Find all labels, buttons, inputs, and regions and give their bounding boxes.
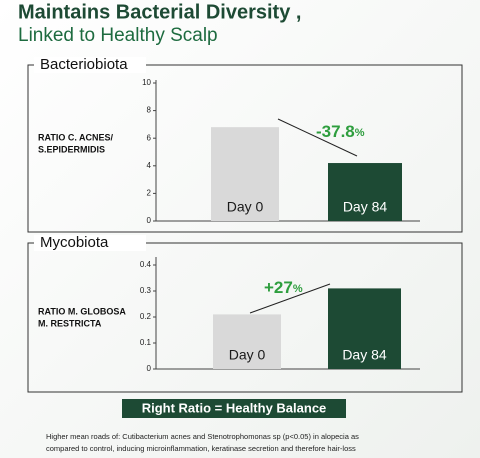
panel-title: Bacteriobiota	[40, 56, 128, 73]
change-unit: %	[355, 127, 365, 139]
change-annotation: -37.8%	[316, 122, 365, 141]
bar	[211, 127, 279, 221]
y-tick-label: 0.1	[140, 338, 152, 347]
y-axis-label: S.EPIDERMIDIS	[38, 144, 105, 154]
y-tick-label: 0	[147, 216, 152, 225]
trend-line	[249, 283, 331, 314]
change-value: -37.8	[316, 122, 355, 141]
panel-title-bg	[34, 235, 146, 251]
bar	[328, 163, 402, 221]
bar	[328, 288, 401, 369]
subtitle: Linked to Healthy Scalp	[18, 25, 218, 46]
change-value: +27	[264, 278, 293, 297]
y-axis-label: M. RESTRICTA	[38, 318, 102, 328]
panel-frame	[27, 64, 463, 233]
y-tick-label: 4	[147, 161, 152, 170]
footnote: Higher mean roads of: Cutibacterium acne…	[46, 432, 359, 441]
footnote: compared to control, inducing microinfla…	[46, 444, 356, 453]
y-tick-label: 0.2	[140, 312, 152, 321]
y-tick-label: 10	[142, 78, 151, 87]
panel-frame	[27, 242, 463, 393]
y-tick-label: 2	[147, 189, 152, 198]
panel-title: Mycobiota	[40, 234, 109, 251]
category-label: Day 0	[229, 347, 266, 363]
y-tick-label: 0.3	[140, 286, 152, 295]
y-tick-label: 0	[147, 364, 152, 373]
y-tick-label: 0.4	[140, 260, 152, 269]
category-label: Day 0	[227, 199, 264, 215]
y-axis-label: RATIO M. GLOBOSA	[38, 306, 126, 316]
panel-title-bg	[34, 57, 146, 73]
y-tick-label: 6	[147, 133, 152, 142]
banner-box	[122, 399, 346, 418]
change-unit: %	[293, 283, 303, 295]
change-annotation: +27%	[264, 278, 303, 297]
y-tick-label: 8	[147, 106, 152, 115]
y-axis-label: RATIO C. ACNES/	[38, 132, 114, 142]
category-label: Day 84	[343, 199, 388, 215]
banner: Right Ratio = Healthy Balance	[142, 400, 327, 415]
title: Maintains Bacterial Diversity ,	[18, 1, 301, 23]
bar	[213, 314, 281, 369]
trend-line	[277, 118, 358, 157]
category-label: Day 84	[342, 347, 387, 363]
